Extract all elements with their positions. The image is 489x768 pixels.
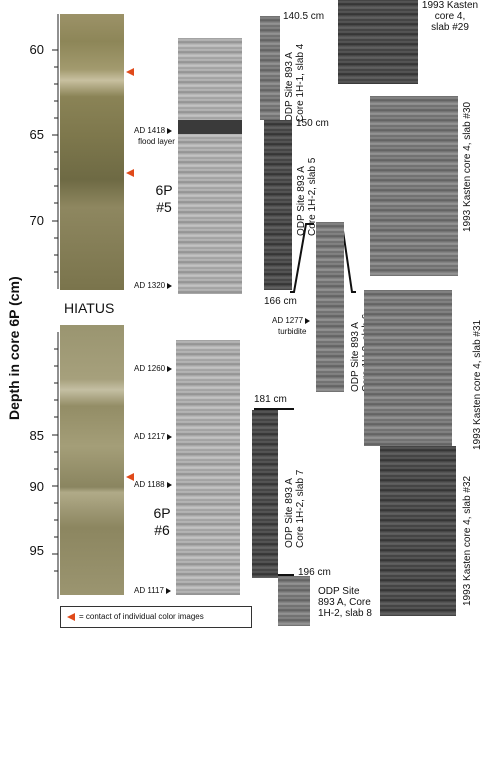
- odp-slab-6: [316, 222, 344, 392]
- tick-label: 65: [29, 127, 44, 142]
- odp-label-slab8: ODP Site 893 A, Core 1H-2, slab 8: [318, 586, 372, 619]
- odp-label-slab4: ODP Site 893 A Core 1H-1, slab 4: [284, 44, 306, 122]
- pointer-icon: [165, 587, 171, 594]
- age-text: AD 1418: [134, 126, 166, 135]
- odp-label-line: ODP Site 893 A: [284, 52, 295, 122]
- odp-slab-5: [264, 120, 292, 290]
- kasten-label-line: slab #29: [431, 22, 469, 33]
- age-label: AD 1277: [272, 316, 311, 325]
- odp-slab-4: [260, 16, 280, 120]
- pointer-icon: [305, 317, 311, 324]
- depth-rule: [254, 408, 294, 410]
- depth-label: 166 cm: [264, 296, 297, 307]
- age-text: AD 1117: [134, 586, 164, 595]
- kasten-slab-32: [380, 446, 456, 616]
- age-label: AD 1260: [134, 364, 173, 373]
- age-text: AD 1217: [134, 432, 166, 441]
- odp-label-line: ODP Site 893 A: [284, 478, 295, 548]
- axis-title: Depth in core 6P (cm): [6, 276, 22, 420]
- kasten-slab-31: [364, 290, 452, 446]
- kasten-label-30: 1993 Kasten core 4, slab #30: [462, 101, 473, 232]
- core-label-line: 6P: [155, 182, 173, 198]
- age-text: AD 1260: [134, 364, 166, 373]
- core-label-line: 6P: [153, 505, 171, 521]
- age-label: AD 1217: [134, 432, 173, 441]
- odp-label-line: 893 A, Core: [318, 597, 371, 608]
- pointer-icon: [167, 282, 173, 289]
- tick-label: 90: [29, 479, 44, 494]
- odp-label-line: ODP Site 893 A: [350, 322, 361, 392]
- kasten-label-31: 1993 Kasten core 4, slab #31: [472, 319, 483, 450]
- color-core-photo-upper: [60, 14, 124, 290]
- contact-arrow-icon: [126, 169, 134, 177]
- hiatus-label: HIATUS: [64, 300, 115, 316]
- depth-label: 181 cm: [254, 394, 287, 405]
- core-label-6p5: 6P #5: [152, 182, 176, 216]
- contact-arrow-icon: [126, 68, 134, 76]
- age-label: AD 1320: [134, 281, 173, 290]
- tick-label: 85: [29, 428, 44, 443]
- odp-label-line: Core 1H-1, slab 4: [295, 43, 306, 122]
- xray-slab-6p6: [176, 340, 240, 595]
- kasten-label-line: core 4,: [434, 11, 466, 22]
- age-label: AD 1418: [134, 126, 173, 135]
- odp-label-slab7: ODP Site 893 A Core 1H-2, slab 7: [284, 470, 306, 548]
- depth-label: 140.5 cm: [283, 11, 325, 22]
- depth-ruler: [52, 14, 59, 599]
- color-core-photo-lower: [60, 325, 124, 595]
- tick-label: 70: [29, 213, 44, 228]
- odp-label-line: ODP Site: [318, 586, 360, 597]
- kasten-slab-30: [370, 96, 458, 276]
- age-label: AD 1117: [134, 586, 171, 595]
- odp-label-line: 1H-2, slab 8: [318, 608, 372, 619]
- tick-label: 60: [29, 42, 44, 57]
- age-text: AD 1188: [134, 480, 165, 489]
- legend: = contact of individual color images: [60, 606, 252, 628]
- pointer-icon: [167, 127, 173, 134]
- flood-layer-band: [178, 120, 242, 134]
- odp-slab-7: [252, 410, 278, 578]
- pointer-icon: [166, 481, 172, 488]
- age-note: flood layer: [138, 137, 175, 146]
- depth-label: 196 cm: [298, 567, 331, 578]
- odp-slab-8: [278, 576, 310, 626]
- pointer-icon: [167, 365, 173, 372]
- contact-arrow-icon: [126, 473, 134, 481]
- kasten-label-32: 1993 Kasten core 4, slab #32: [462, 475, 473, 606]
- core-label-line: #5: [156, 199, 172, 215]
- age-label: AD 1188: [134, 480, 172, 489]
- kasten-slab-29: [338, 0, 418, 84]
- xray-slab-6p5: [178, 38, 242, 294]
- kasten-label-line: 1993 Kasten: [421, 0, 479, 11]
- core-label-line: #6: [154, 522, 170, 538]
- core-label-6p6: 6P #6: [150, 505, 174, 539]
- depth-rule: [278, 574, 294, 576]
- pointer-icon: [167, 433, 173, 440]
- age-text: AD 1320: [134, 281, 166, 290]
- legend-arrow-icon: [67, 613, 75, 621]
- age-note: turbidite: [278, 327, 307, 336]
- legend-text: = contact of individual color images: [79, 612, 204, 621]
- odp-label-line: Core 1H-2, slab 7: [295, 469, 306, 548]
- kasten-label-29: 1993 Kasten core 4, slab #29: [420, 0, 480, 33]
- tick-label: 95: [29, 543, 44, 558]
- age-text: AD 1277: [272, 316, 304, 325]
- depth-label: 150 cm: [296, 118, 329, 129]
